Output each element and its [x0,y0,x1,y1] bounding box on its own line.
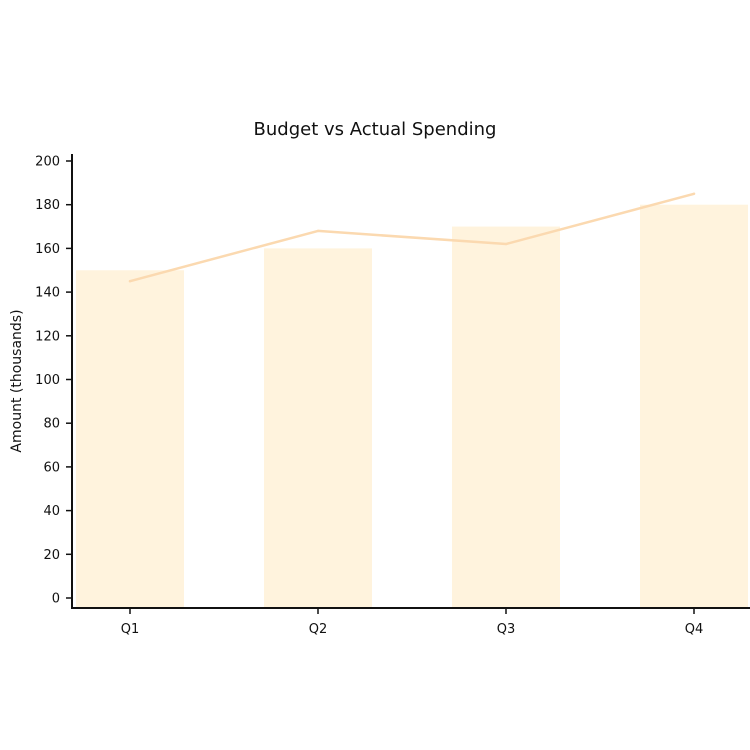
y-tick-label: 80 [43,417,60,432]
bar-q2 [264,248,372,607]
x-tick-label: Q1 [121,622,140,637]
y-tick-label: 140 [35,286,60,301]
chart-title: Budget vs Actual Spending [254,119,497,140]
line-point-q1 [128,279,132,283]
y-axis-label: Amount (thousands) [9,309,25,452]
y-tick-label: 160 [35,242,60,257]
y-tick-label: 200 [35,155,60,170]
y-axis-ticks: 0 20 40 60 80 100 120 140 160 180 200 [35,155,72,607]
y-tick-label: 60 [43,460,60,475]
y-tick-label: 0 [52,592,60,607]
line-point-q2 [316,229,320,233]
x-tick-label: Q4 [685,622,704,637]
bar-q3 [452,226,560,608]
x-tick-label: Q3 [497,622,516,637]
x-axis-ticks: Q1 Q2 Q3 Q4 [121,608,704,637]
line-point-q3 [504,242,508,246]
bar-q1 [76,270,184,607]
x-tick-label: Q2 [309,622,328,637]
line-series [128,192,696,283]
y-tick-label: 120 [35,329,60,344]
y-tick-label: 40 [43,504,60,519]
y-tick-label: 180 [35,198,60,213]
series-line [128,192,696,283]
bar-q4 [640,204,748,607]
y-tick-label: 100 [35,373,60,388]
y-tick-label: 20 [43,548,60,563]
line-point-q4 [692,192,696,195]
bar-series [76,204,748,608]
